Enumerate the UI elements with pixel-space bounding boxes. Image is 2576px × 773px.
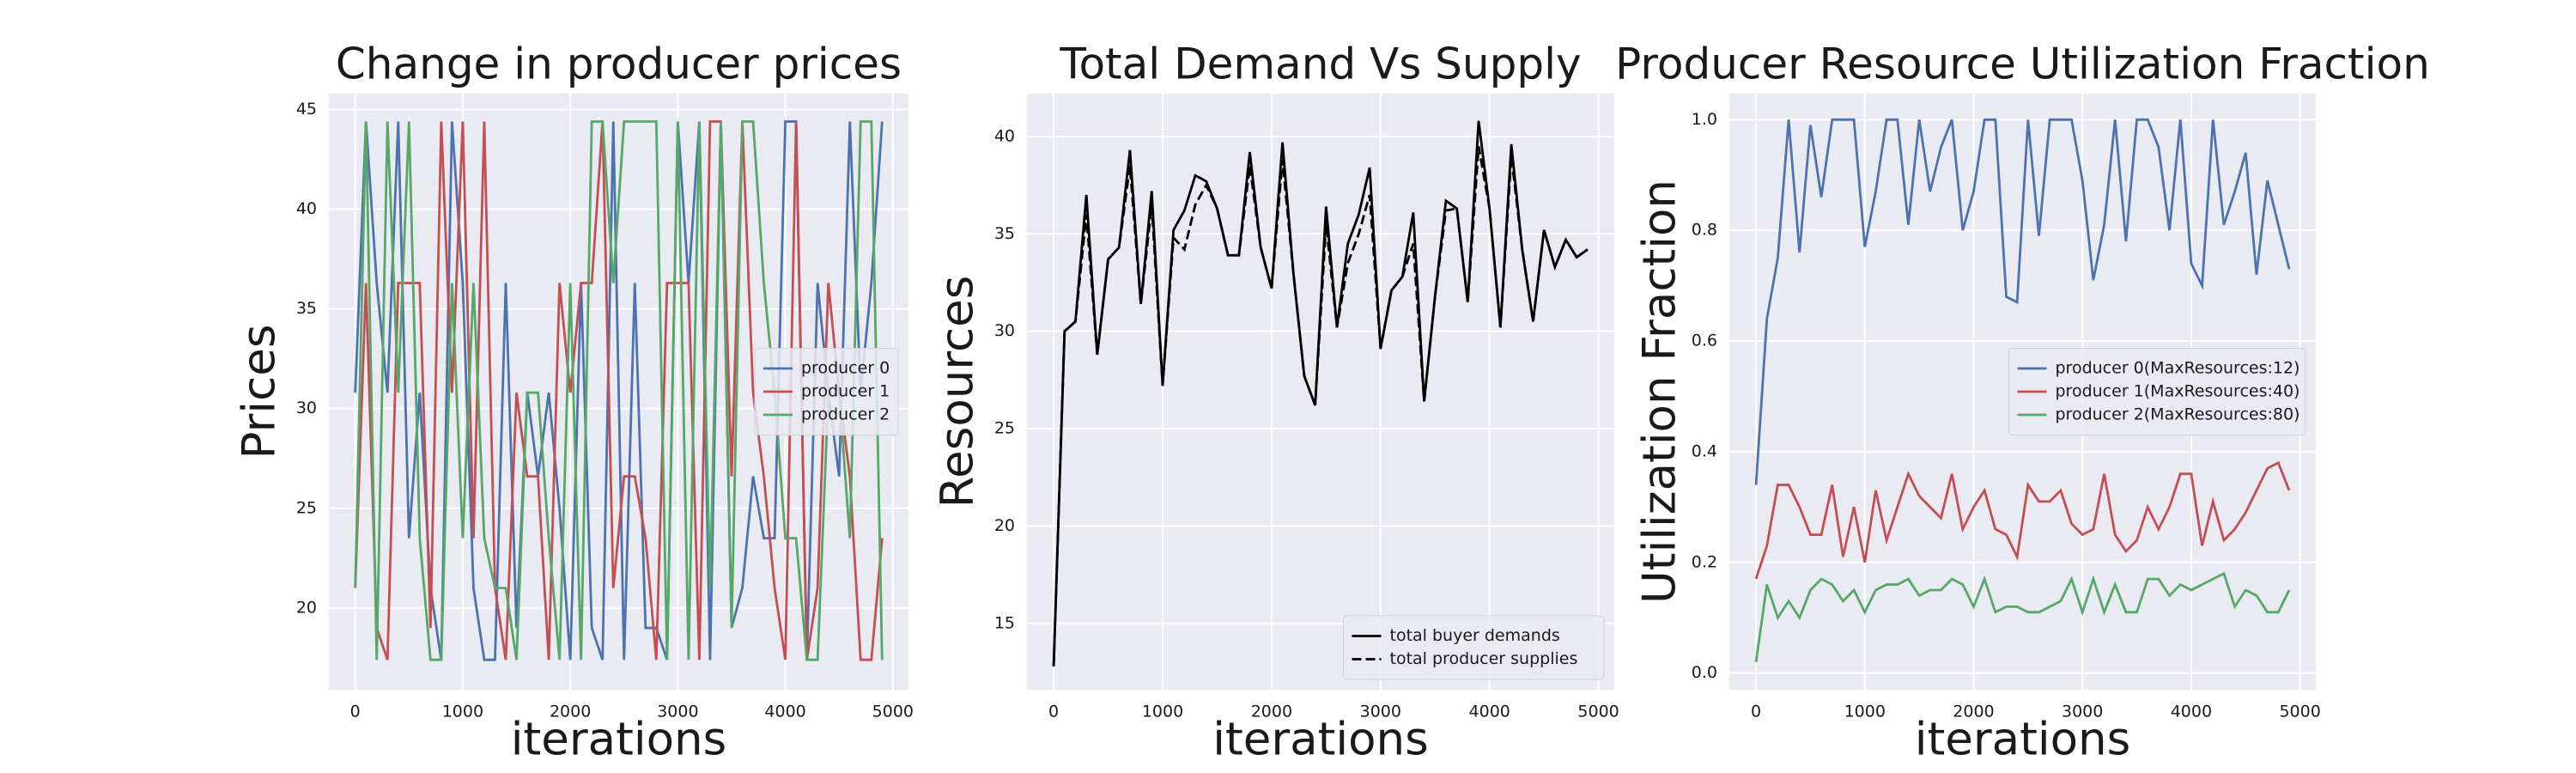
x-tick-label: 1000 <box>1142 703 1183 721</box>
y-tick-label: 0.0 <box>1692 663 1717 682</box>
x-axis-label: iterations <box>511 714 727 766</box>
chart-title: Producer Resource Utilization Fraction <box>1615 40 2430 89</box>
x-tick-label: 1000 <box>1844 703 1886 721</box>
series-line <box>354 120 884 661</box>
legend-label: producer 2(MaxResources:80) <box>2056 405 2300 424</box>
x-tick-label: 5000 <box>872 703 914 721</box>
y-tick-label: 25 <box>994 419 1015 438</box>
x-tick-label: 3000 <box>2062 703 2103 721</box>
series-line <box>1754 118 2291 485</box>
y-tick-label: 15 <box>994 613 1015 632</box>
x-tick-label: 4000 <box>764 703 805 721</box>
legend-label: total buyer demands <box>1390 626 1560 645</box>
y-tick-label: 45 <box>296 100 317 119</box>
y-axis-label: Utilization Fraction <box>1634 180 1686 604</box>
x-tick-label: 5000 <box>1577 703 1619 721</box>
y-tick-label: 40 <box>994 126 1015 145</box>
x-tick-label: 1000 <box>442 703 483 721</box>
legend-label: producer 0 <box>801 359 890 378</box>
y-tick-label: 35 <box>994 224 1015 243</box>
x-tick-label: 2000 <box>1251 703 1292 721</box>
x-tick-label: 2000 <box>550 703 591 721</box>
legend-label: total producer supplies <box>1390 649 1578 668</box>
chart-title: Total Demand Vs Supply <box>1059 40 1581 89</box>
legend-box <box>754 348 899 435</box>
legend-box <box>1343 615 1605 680</box>
legend-label: producer 0(MaxResources:12) <box>2056 359 2300 378</box>
x-axis-label: iterations <box>1915 714 2131 766</box>
x-tick-label: 5000 <box>2279 703 2320 721</box>
y-axis-label: Prices <box>234 325 286 460</box>
series-line <box>1754 571 2291 662</box>
x-tick-label: 4000 <box>2171 703 2212 721</box>
x-tick-label: 2000 <box>1953 703 1994 721</box>
y-tick-label: 30 <box>296 399 317 417</box>
x-tick-label: 0 <box>350 703 361 721</box>
x-tick-label: 0 <box>1751 703 1761 721</box>
legend-box <box>2008 348 2306 435</box>
y-tick-label: 0.6 <box>1692 332 1717 350</box>
y-tick-label: 0.8 <box>1692 221 1717 240</box>
series-line <box>1052 145 1589 666</box>
y-tick-label: 40 <box>296 199 317 218</box>
x-axis-label: iterations <box>1212 714 1429 766</box>
y-tick-label: 20 <box>296 598 317 617</box>
y-tick-label: 1.0 <box>1692 110 1717 129</box>
legend-label: producer 1 <box>801 382 890 401</box>
series-line <box>354 120 884 661</box>
series-line <box>1754 460 2291 580</box>
y-axis-label: Resources <box>932 276 984 508</box>
plot-area <box>1027 94 1614 690</box>
y-tick-label: 30 <box>994 321 1015 340</box>
y-tick-label: 35 <box>296 299 317 318</box>
y-tick-label: 20 <box>994 516 1015 535</box>
x-tick-label: 4000 <box>1469 703 1510 721</box>
y-tick-label: 0.4 <box>1692 441 1717 460</box>
chart-title: Change in producer prices <box>336 40 902 89</box>
x-tick-label: 3000 <box>1360 703 1401 721</box>
y-tick-label: 0.2 <box>1692 552 1717 571</box>
legend-label: producer 2 <box>801 405 890 424</box>
legend-label: producer 1(MaxResources:40) <box>2056 382 2300 401</box>
y-tick-label: 25 <box>296 498 317 517</box>
x-tick-label: 0 <box>1048 703 1059 721</box>
x-tick-label: 3000 <box>657 703 698 721</box>
